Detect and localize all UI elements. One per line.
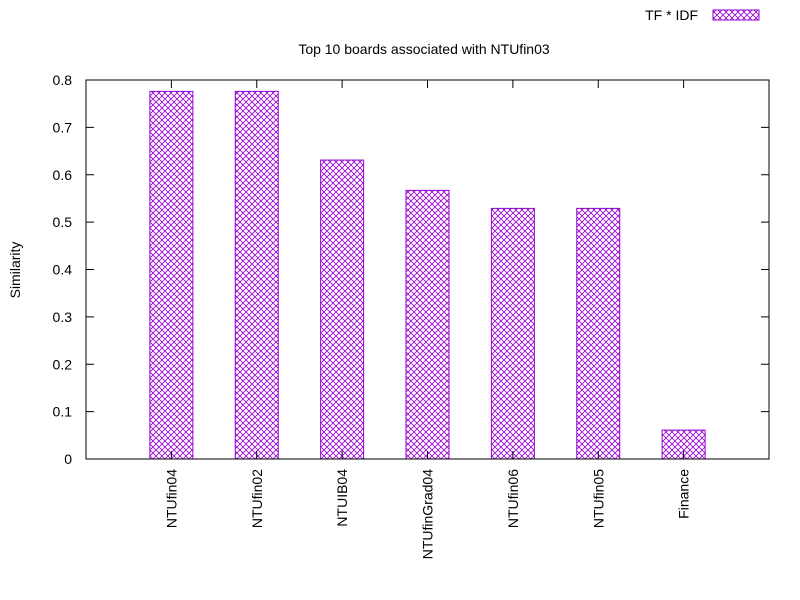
x-tick-label: NTUfin02 — [249, 469, 265, 528]
chart-title: Top 10 boards associated with NTUfin03 — [298, 41, 550, 57]
x-tick-label: NTUfin06 — [505, 469, 521, 528]
y-tick-label: 0.2 — [53, 356, 73, 372]
y-axis-label: Similarity — [7, 242, 23, 299]
bar — [320, 159, 365, 460]
bar — [576, 207, 621, 460]
bar-series — [149, 90, 706, 460]
y-tick-label: 0 — [64, 451, 72, 467]
y-tick-label: 0.1 — [53, 404, 73, 420]
x-tick-label: NTUIB04 — [334, 469, 350, 527]
bar — [405, 189, 450, 460]
x-axis: NTUfin04 NTUfin02 NTUIB04 NTUfinGrad04 NTUfi… — [163, 80, 692, 559]
x-tick-label: NTUfin04 — [163, 469, 179, 528]
x-tick-label: Finance — [676, 469, 692, 519]
x-tick-label: NTUfinGrad04 — [420, 469, 436, 559]
bar — [234, 90, 279, 460]
y-axis: 0 0.1 0.2 0.3 0.4 0.5 0.6 0.7 0.8 — [53, 72, 769, 467]
y-tick-label: 0.7 — [53, 119, 73, 135]
y-tick-label: 0.3 — [53, 309, 73, 325]
legend-label: TF * IDF — [645, 7, 698, 23]
y-tick-label: 0.6 — [53, 167, 73, 183]
x-tick-label: NTUfin05 — [590, 469, 606, 528]
y-tick-label: 0.5 — [53, 214, 73, 230]
bar — [490, 207, 535, 460]
legend-swatch — [712, 9, 760, 21]
y-tick-label: 0.4 — [53, 262, 73, 278]
y-tick-label: 0.8 — [53, 72, 73, 88]
plot-frame — [85, 79, 770, 460]
bar — [149, 90, 194, 460]
legend: TF * IDF — [645, 7, 760, 23]
